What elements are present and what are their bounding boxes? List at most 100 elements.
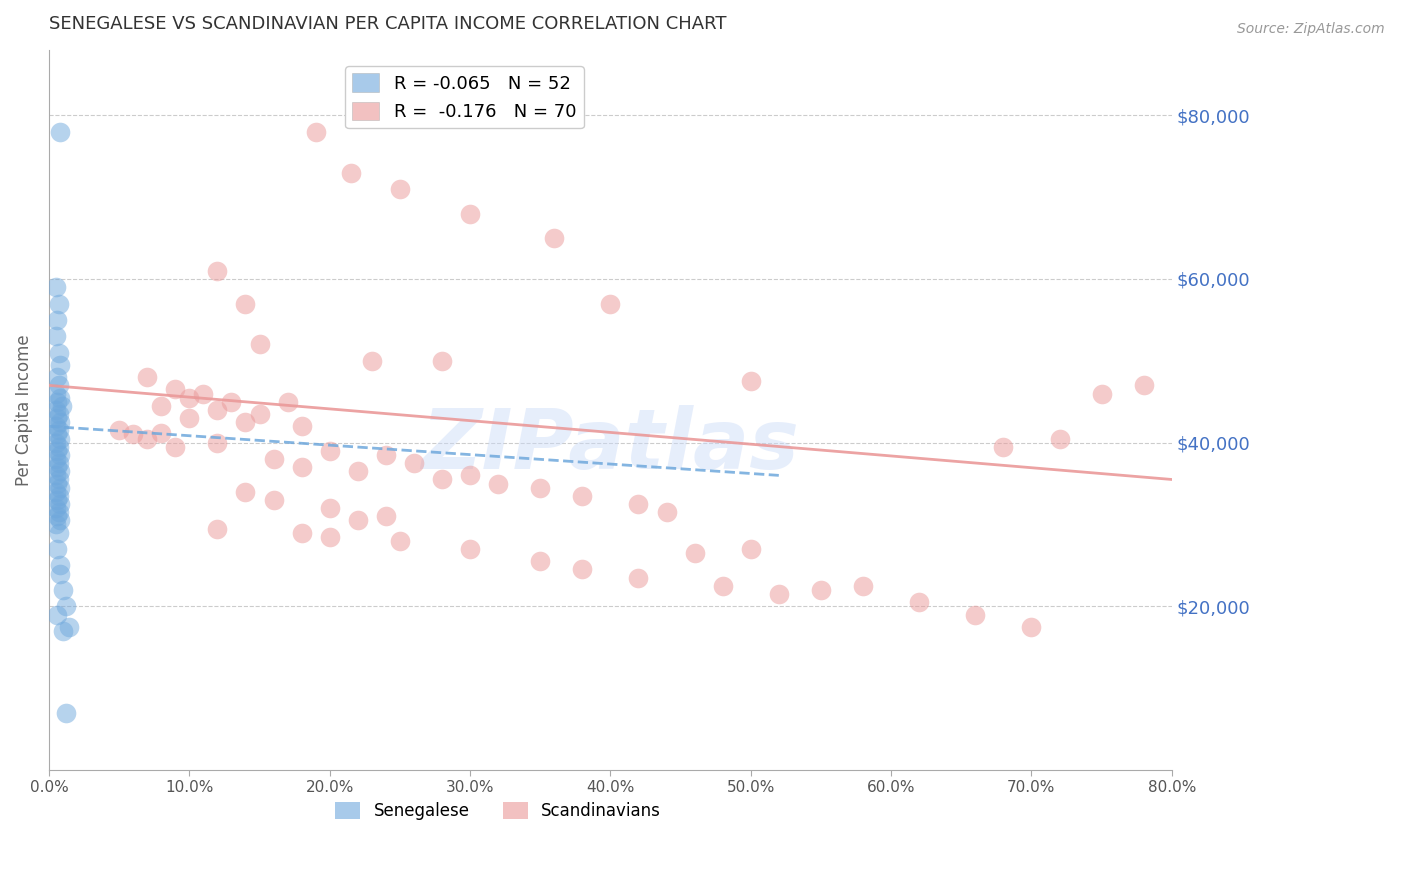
Point	[49, 391, 72, 405]
Point	[388, 533, 411, 548]
Point	[486, 476, 509, 491]
Point	[529, 481, 551, 495]
Point	[49, 566, 72, 581]
Point	[740, 374, 762, 388]
Point	[571, 489, 593, 503]
Point	[48, 456, 70, 470]
Point	[49, 125, 72, 139]
Point	[46, 313, 69, 327]
Point	[48, 440, 70, 454]
Point	[49, 513, 72, 527]
Point	[291, 525, 314, 540]
Point	[193, 386, 215, 401]
Point	[458, 468, 481, 483]
Point	[46, 394, 69, 409]
Point	[46, 370, 69, 384]
Point	[339, 165, 361, 179]
Point	[263, 492, 285, 507]
Point	[1132, 378, 1154, 392]
Point	[683, 546, 706, 560]
Point	[45, 452, 67, 467]
Point	[249, 407, 271, 421]
Point	[291, 419, 314, 434]
Point	[136, 370, 159, 384]
Point	[207, 435, 229, 450]
Point	[45, 435, 67, 450]
Point	[45, 386, 67, 401]
Text: SENEGALESE VS SCANDINAVIAN PER CAPITA INCOME CORRELATION CHART: SENEGALESE VS SCANDINAVIAN PER CAPITA IN…	[49, 15, 727, 33]
Point	[48, 407, 70, 421]
Point	[55, 599, 77, 614]
Point	[430, 473, 453, 487]
Point	[179, 391, 201, 405]
Point	[52, 582, 75, 597]
Point	[49, 432, 72, 446]
Point	[543, 231, 565, 245]
Point	[908, 595, 931, 609]
Point	[207, 403, 229, 417]
Point	[207, 522, 229, 536]
Point	[49, 481, 72, 495]
Point	[52, 624, 75, 638]
Point	[304, 125, 326, 139]
Point	[346, 92, 368, 106]
Point	[48, 505, 70, 519]
Point	[45, 501, 67, 516]
Point	[49, 358, 72, 372]
Point	[46, 492, 69, 507]
Point	[150, 425, 173, 440]
Point	[165, 383, 187, 397]
Point	[627, 571, 650, 585]
Point	[108, 423, 131, 437]
Point	[45, 403, 67, 417]
Point	[235, 296, 257, 310]
Point	[346, 464, 368, 478]
Point	[150, 399, 173, 413]
Point	[711, 579, 734, 593]
Point	[165, 440, 187, 454]
Point	[122, 427, 145, 442]
Point	[458, 542, 481, 557]
Point	[46, 460, 69, 475]
Point	[55, 706, 77, 720]
Point	[58, 620, 80, 634]
Point	[1091, 386, 1114, 401]
Point	[48, 473, 70, 487]
Point	[263, 452, 285, 467]
Y-axis label: Per Capita Income: Per Capita Income	[15, 334, 32, 486]
Point	[235, 415, 257, 429]
Point	[48, 296, 70, 310]
Legend: Senegalese, Scandinavians: Senegalese, Scandinavians	[329, 795, 668, 827]
Point	[46, 542, 69, 557]
Point	[740, 542, 762, 557]
Point	[318, 530, 340, 544]
Point	[179, 411, 201, 425]
Point	[402, 456, 425, 470]
Point	[45, 329, 67, 343]
Point	[346, 513, 368, 527]
Point	[852, 579, 875, 593]
Point	[1049, 432, 1071, 446]
Point	[360, 353, 382, 368]
Point	[49, 464, 72, 478]
Point	[48, 378, 70, 392]
Point	[46, 509, 69, 524]
Point	[277, 394, 299, 409]
Point	[49, 415, 72, 429]
Point	[48, 489, 70, 503]
Point	[768, 587, 790, 601]
Point	[655, 505, 678, 519]
Point	[388, 182, 411, 196]
Point	[45, 484, 67, 499]
Point	[45, 517, 67, 532]
Point	[49, 497, 72, 511]
Point	[46, 607, 69, 622]
Point	[207, 264, 229, 278]
Point	[1021, 620, 1043, 634]
Point	[46, 443, 69, 458]
Point	[45, 468, 67, 483]
Point	[51, 399, 73, 413]
Point	[993, 440, 1015, 454]
Point	[46, 427, 69, 442]
Point	[49, 448, 72, 462]
